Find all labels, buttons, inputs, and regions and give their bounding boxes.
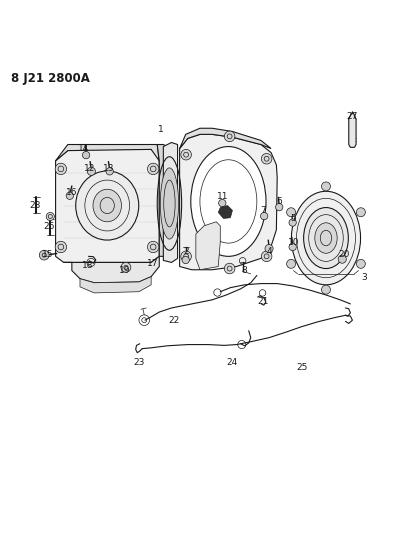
Circle shape bbox=[55, 163, 67, 175]
Text: 25: 25 bbox=[296, 363, 307, 372]
Circle shape bbox=[289, 244, 296, 251]
Text: 18: 18 bbox=[82, 261, 94, 270]
Circle shape bbox=[287, 208, 295, 217]
Ellipse shape bbox=[304, 207, 348, 269]
Ellipse shape bbox=[76, 171, 139, 240]
Text: 15: 15 bbox=[42, 250, 53, 259]
Circle shape bbox=[265, 245, 273, 253]
Text: 6: 6 bbox=[276, 197, 282, 206]
Text: 10: 10 bbox=[288, 238, 299, 247]
Text: 20: 20 bbox=[339, 250, 350, 259]
Circle shape bbox=[261, 213, 268, 220]
Circle shape bbox=[338, 255, 346, 263]
Circle shape bbox=[224, 131, 235, 142]
Text: 5: 5 bbox=[290, 214, 296, 223]
Text: 17: 17 bbox=[147, 259, 159, 268]
Circle shape bbox=[289, 219, 296, 226]
Polygon shape bbox=[64, 256, 159, 283]
Circle shape bbox=[262, 154, 272, 164]
Text: 14: 14 bbox=[78, 144, 90, 153]
Circle shape bbox=[357, 208, 365, 217]
Circle shape bbox=[39, 250, 49, 260]
Circle shape bbox=[322, 285, 330, 294]
Ellipse shape bbox=[315, 223, 337, 253]
Text: 23: 23 bbox=[133, 358, 144, 367]
Circle shape bbox=[357, 260, 365, 268]
Text: 13: 13 bbox=[103, 164, 114, 173]
Circle shape bbox=[262, 251, 272, 262]
Circle shape bbox=[224, 263, 235, 274]
Circle shape bbox=[82, 151, 90, 159]
Text: 16: 16 bbox=[66, 188, 78, 197]
Circle shape bbox=[322, 182, 330, 191]
Text: 28: 28 bbox=[29, 201, 41, 210]
Circle shape bbox=[87, 167, 95, 175]
Polygon shape bbox=[163, 142, 177, 262]
Ellipse shape bbox=[191, 147, 266, 256]
Text: 27: 27 bbox=[347, 111, 358, 120]
Polygon shape bbox=[196, 222, 220, 270]
Circle shape bbox=[147, 163, 159, 175]
Polygon shape bbox=[55, 149, 159, 262]
Polygon shape bbox=[55, 144, 159, 161]
Circle shape bbox=[106, 168, 113, 175]
Polygon shape bbox=[218, 206, 233, 219]
Text: 11: 11 bbox=[217, 192, 228, 201]
Polygon shape bbox=[180, 128, 271, 149]
Ellipse shape bbox=[291, 191, 361, 285]
Text: 26: 26 bbox=[43, 222, 54, 231]
Circle shape bbox=[181, 149, 191, 160]
Circle shape bbox=[147, 241, 159, 253]
Polygon shape bbox=[349, 114, 356, 147]
Circle shape bbox=[275, 204, 283, 211]
Text: 12: 12 bbox=[84, 164, 95, 173]
Text: 2: 2 bbox=[183, 247, 188, 255]
Text: 1: 1 bbox=[158, 125, 164, 134]
Circle shape bbox=[181, 251, 191, 262]
Polygon shape bbox=[80, 277, 151, 293]
Text: 8 J21 2800A: 8 J21 2800A bbox=[11, 72, 90, 85]
Circle shape bbox=[287, 260, 295, 268]
Ellipse shape bbox=[160, 168, 179, 239]
Circle shape bbox=[46, 213, 54, 221]
Text: 8: 8 bbox=[242, 266, 248, 275]
Ellipse shape bbox=[93, 189, 122, 222]
Text: 7: 7 bbox=[260, 206, 266, 215]
Circle shape bbox=[121, 262, 131, 272]
Text: 22: 22 bbox=[168, 316, 179, 325]
Circle shape bbox=[55, 241, 67, 253]
Polygon shape bbox=[157, 144, 169, 256]
Circle shape bbox=[182, 256, 189, 264]
Text: 21: 21 bbox=[257, 296, 268, 305]
Circle shape bbox=[66, 192, 73, 199]
Text: 3: 3 bbox=[362, 273, 368, 282]
Text: 24: 24 bbox=[227, 358, 238, 367]
Circle shape bbox=[219, 199, 226, 207]
Text: 4: 4 bbox=[266, 247, 272, 255]
Text: 19: 19 bbox=[119, 266, 131, 275]
Polygon shape bbox=[180, 134, 277, 270]
